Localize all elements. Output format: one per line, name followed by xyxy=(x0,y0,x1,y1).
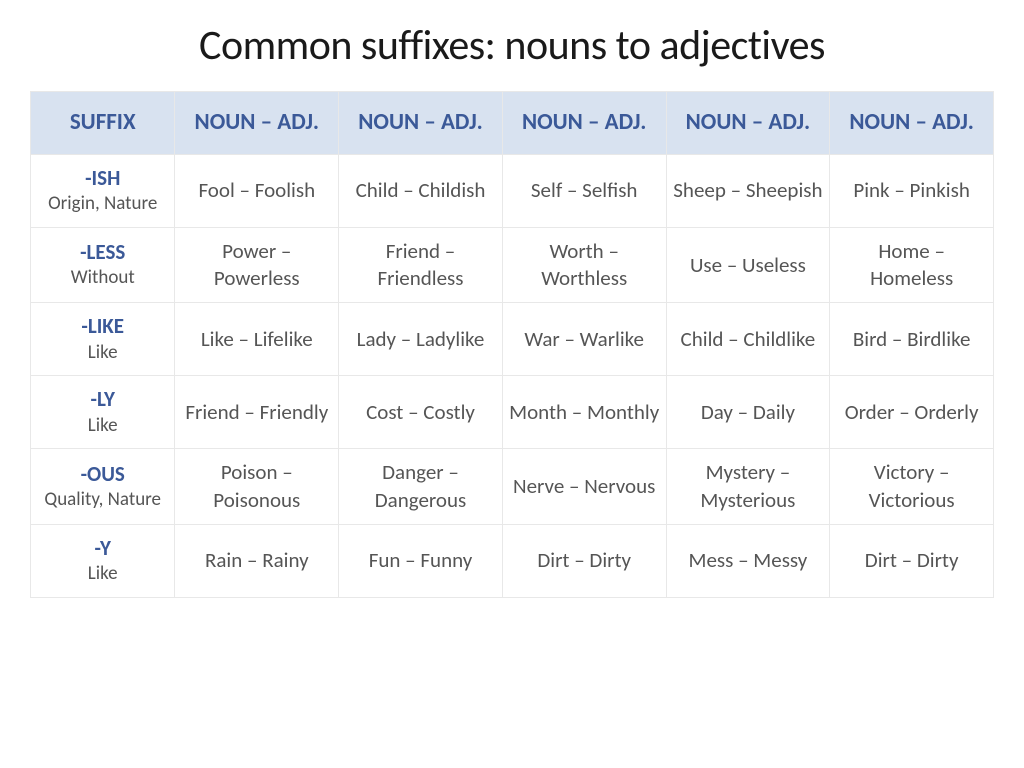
suffix-table: SUFFIX NOUN – ADJ. NOUN – ADJ. NOUN – AD… xyxy=(30,91,994,598)
col-header: NOUN – ADJ. xyxy=(175,92,339,155)
suffix-desc: Like xyxy=(88,414,118,437)
col-header: NOUN – ADJ. xyxy=(502,92,666,155)
example-cell: Cost – Costly xyxy=(339,376,503,449)
example-cell: Mystery – Mysterious xyxy=(666,449,830,525)
example-cell: Friend – Friendly xyxy=(175,376,339,449)
suffix-desc: Quality, Nature xyxy=(44,488,161,511)
table-row: -LESSWithout Power – Powerless Friend – … xyxy=(31,227,994,303)
example-cell: Friend – Friendless xyxy=(339,227,503,303)
example-cell: Nerve – Nervous xyxy=(502,449,666,525)
suffix-cell: -LYLike xyxy=(31,376,175,449)
example-cell: Day – Daily xyxy=(666,376,830,449)
example-cell: Fun – Funny xyxy=(339,525,503,598)
suffix-cell: -LIKELike xyxy=(31,303,175,376)
example-cell: Rain – Rainy xyxy=(175,525,339,598)
example-cell: Poison – Poisonous xyxy=(175,449,339,525)
example-cell: Self – Selfish xyxy=(502,154,666,227)
example-cell: Order – Orderly xyxy=(830,376,994,449)
example-cell: Sheep – Sheepish xyxy=(666,154,830,227)
suffix-desc: Like xyxy=(88,341,118,364)
col-header: SUFFIX xyxy=(31,92,175,155)
suffix-label: -OUS xyxy=(37,461,168,488)
example-cell: Dirt – Dirty xyxy=(830,525,994,598)
example-cell: Home – Homeless xyxy=(830,227,994,303)
suffix-desc: Without xyxy=(71,266,135,289)
example-cell: Worth – Worthless xyxy=(502,227,666,303)
example-cell: Bird – Birdlike xyxy=(830,303,994,376)
table-header-row: SUFFIX NOUN – ADJ. NOUN – ADJ. NOUN – AD… xyxy=(31,92,994,155)
example-cell: Victory – Victorious xyxy=(830,449,994,525)
suffix-desc: Like xyxy=(88,562,118,585)
suffix-label: -LESS xyxy=(37,239,168,266)
example-cell: Child – Childish xyxy=(339,154,503,227)
example-cell: War – Warlike xyxy=(502,303,666,376)
example-cell: Child – Childlike xyxy=(666,303,830,376)
suffix-label: -LY xyxy=(37,386,168,413)
col-header: NOUN – ADJ. xyxy=(666,92,830,155)
table-row: -OUSQuality, Nature Poison – Poisonous D… xyxy=(31,449,994,525)
example-cell: Fool – Foolish xyxy=(175,154,339,227)
example-cell: Mess – Messy xyxy=(666,525,830,598)
suffix-cell: -YLike xyxy=(31,525,175,598)
example-cell: Use – Useless xyxy=(666,227,830,303)
col-header: NOUN – ADJ. xyxy=(339,92,503,155)
example-cell: Danger – Dangerous xyxy=(339,449,503,525)
table-row: -LYLike Friend – Friendly Cost – Costly … xyxy=(31,376,994,449)
example-cell: Dirt – Dirty xyxy=(502,525,666,598)
example-cell: Pink – Pinkish xyxy=(830,154,994,227)
page-title: Common suffixes: nouns to adjectives xyxy=(30,20,994,71)
suffix-desc: Origin, Nature xyxy=(48,192,157,215)
example-cell: Power – Powerless xyxy=(175,227,339,303)
suffix-cell: -OUSQuality, Nature xyxy=(31,449,175,525)
table-row: -ISHOrigin, Nature Fool – Foolish Child … xyxy=(31,154,994,227)
suffix-label: -ISH xyxy=(37,165,168,192)
col-header: NOUN – ADJ. xyxy=(830,92,994,155)
suffix-label: -LIKE xyxy=(37,313,168,340)
suffix-label: -Y xyxy=(37,535,168,562)
example-cell: Lady – Ladylike xyxy=(339,303,503,376)
table-row: -LIKELike Like – Lifelike Lady – Ladylik… xyxy=(31,303,994,376)
table-row: -YLike Rain – Rainy Fun – Funny Dirt – D… xyxy=(31,525,994,598)
suffix-cell: -ISHOrigin, Nature xyxy=(31,154,175,227)
example-cell: Like – Lifelike xyxy=(175,303,339,376)
example-cell: Month – Monthly xyxy=(502,376,666,449)
suffix-cell: -LESSWithout xyxy=(31,227,175,303)
